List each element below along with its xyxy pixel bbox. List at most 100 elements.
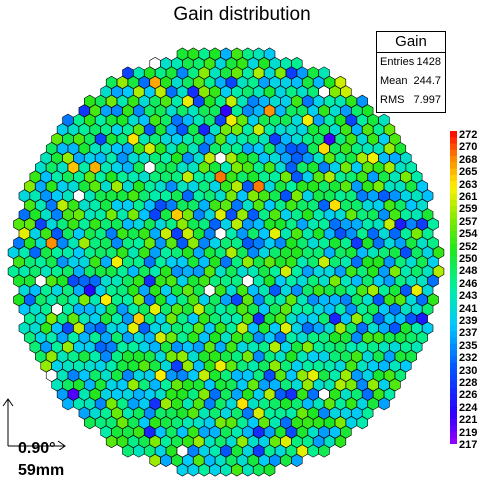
hex-pixel [105, 435, 118, 449]
color-scale-step [450, 393, 457, 401]
stats-title: Gain [377, 32, 445, 53]
color-scale-step [450, 168, 457, 176]
hex-pixel [291, 453, 303, 467]
hex-pixel [307, 444, 319, 458]
color-scale-tick: 226 [459, 389, 478, 402]
color-scale-tick: 241 [459, 302, 478, 315]
color-scale-step [450, 131, 457, 138]
color-scale-tick: 243 [459, 290, 478, 303]
color-scale-tick: 263 [459, 178, 478, 191]
color-scale-tick: 235 [459, 339, 478, 352]
color-scale-step [450, 174, 457, 182]
hex-pixel [149, 453, 161, 467]
color-scale-step [450, 312, 457, 320]
color-scale-step [450, 187, 457, 195]
color-scale-tick: 239 [459, 315, 478, 327]
color-scale-tick: 232 [459, 352, 478, 365]
color-scale-tick: 254 [459, 228, 478, 241]
color-scale-step [450, 406, 457, 414]
color-scale-tick: 224 [459, 401, 478, 414]
hex-pixel [220, 463, 232, 477]
color-scale-tick: 230 [459, 364, 478, 377]
color-scale-step [450, 287, 457, 295]
color-scale-step [450, 350, 457, 357]
hex-pixel [176, 463, 189, 477]
color-scale-step [450, 199, 457, 207]
hex-pixel-map [7, 47, 445, 477]
color-scale-step [450, 425, 457, 432]
color-scale-tick: 265 [459, 166, 478, 179]
color-scale-tick: 221 [459, 414, 478, 427]
stats-box: Gain Entries 1428 Mean 244.7 RMS 7.997 [376, 31, 446, 113]
color-scale-step [450, 281, 457, 288]
stats-label-entries: Entries [380, 56, 415, 68]
color-scale-step [450, 237, 457, 245]
color-scale-step [450, 243, 457, 251]
color-scale-tick: 272 [459, 129, 478, 141]
color-scale-step [450, 249, 457, 257]
stats-value-entries: 1428 [416, 56, 441, 68]
hex-pixel [84, 416, 96, 430]
hex-pixel [242, 463, 254, 477]
color-scale-step [450, 212, 457, 220]
color-scale-tick: 252 [459, 240, 478, 253]
color-scale-step [450, 300, 457, 307]
hex-pixel [263, 463, 276, 477]
color-scale-step [450, 293, 457, 301]
color-scale-step [450, 306, 457, 314]
color-scale-step [450, 256, 457, 263]
color-scale-step [450, 137, 457, 145]
hex-pixel [187, 463, 199, 477]
color-scale-step [450, 387, 457, 395]
color-scale-step [450, 362, 457, 370]
hex-pixel [133, 444, 145, 458]
chart-title: Gain distribution [173, 4, 311, 25]
color-scale-tick: 228 [459, 377, 478, 389]
color-scale-step [450, 193, 457, 201]
color-scale-step [450, 262, 457, 270]
stats-row-mean: Mean 244.7 [377, 72, 445, 91]
color-scale-step [450, 400, 457, 407]
color-scale-step [450, 325, 457, 332]
color-scale-tick: 217 [459, 439, 478, 451]
stats-row-entries: Entries 1428 [377, 53, 445, 72]
color-scale-step [450, 224, 457, 232]
axis-arrows [2, 398, 66, 450]
hex-pixel [160, 453, 172, 467]
hex-pixel [318, 444, 330, 458]
size-label: 59mm [18, 462, 65, 479]
color-scale-tick: 248 [459, 265, 478, 278]
color-scale-step [450, 218, 457, 226]
color-scale-step [450, 431, 457, 439]
color-scale-step [450, 337, 457, 345]
hex-pixel [378, 397, 390, 411]
color-scale-bar [450, 131, 457, 444]
color-scale-step [450, 206, 457, 213]
color-scale-labels: 272 270 268 265 263 261 259 257 254 252 250 248 246 2… [459, 0, 484, 493]
color-scale-tick: 246 [459, 277, 478, 290]
color-scale-step [450, 375, 457, 382]
color-scale-step [450, 274, 457, 282]
stats-row-rms: RMS 7.997 [377, 91, 445, 110]
color-scale-step [450, 268, 457, 276]
hex-pixel [198, 463, 210, 477]
stats-value-rms: 7.997 [413, 94, 441, 106]
color-scale-step [450, 331, 457, 339]
color-scale-step [450, 231, 457, 238]
angle-label: 0.90° [18, 440, 56, 457]
color-scale-tick: 259 [459, 203, 478, 216]
color-scale-tick: 257 [459, 215, 478, 228]
color-scale-tick: 237 [459, 327, 478, 340]
color-scale-step [450, 356, 457, 364]
hex-pixel [122, 444, 134, 458]
color-scale-step [450, 418, 457, 426]
color-scale-tick: 250 [459, 253, 478, 265]
hex-pixel [231, 463, 243, 477]
color-scale-step [450, 181, 457, 188]
hex-pixel [356, 416, 368, 430]
color-scale-tick: 270 [459, 141, 478, 154]
stats-value-mean: 244.7 [413, 75, 441, 87]
color-scale-tick: 219 [459, 426, 478, 439]
color-scale-step [450, 368, 457, 376]
hex-pixel [209, 463, 221, 477]
